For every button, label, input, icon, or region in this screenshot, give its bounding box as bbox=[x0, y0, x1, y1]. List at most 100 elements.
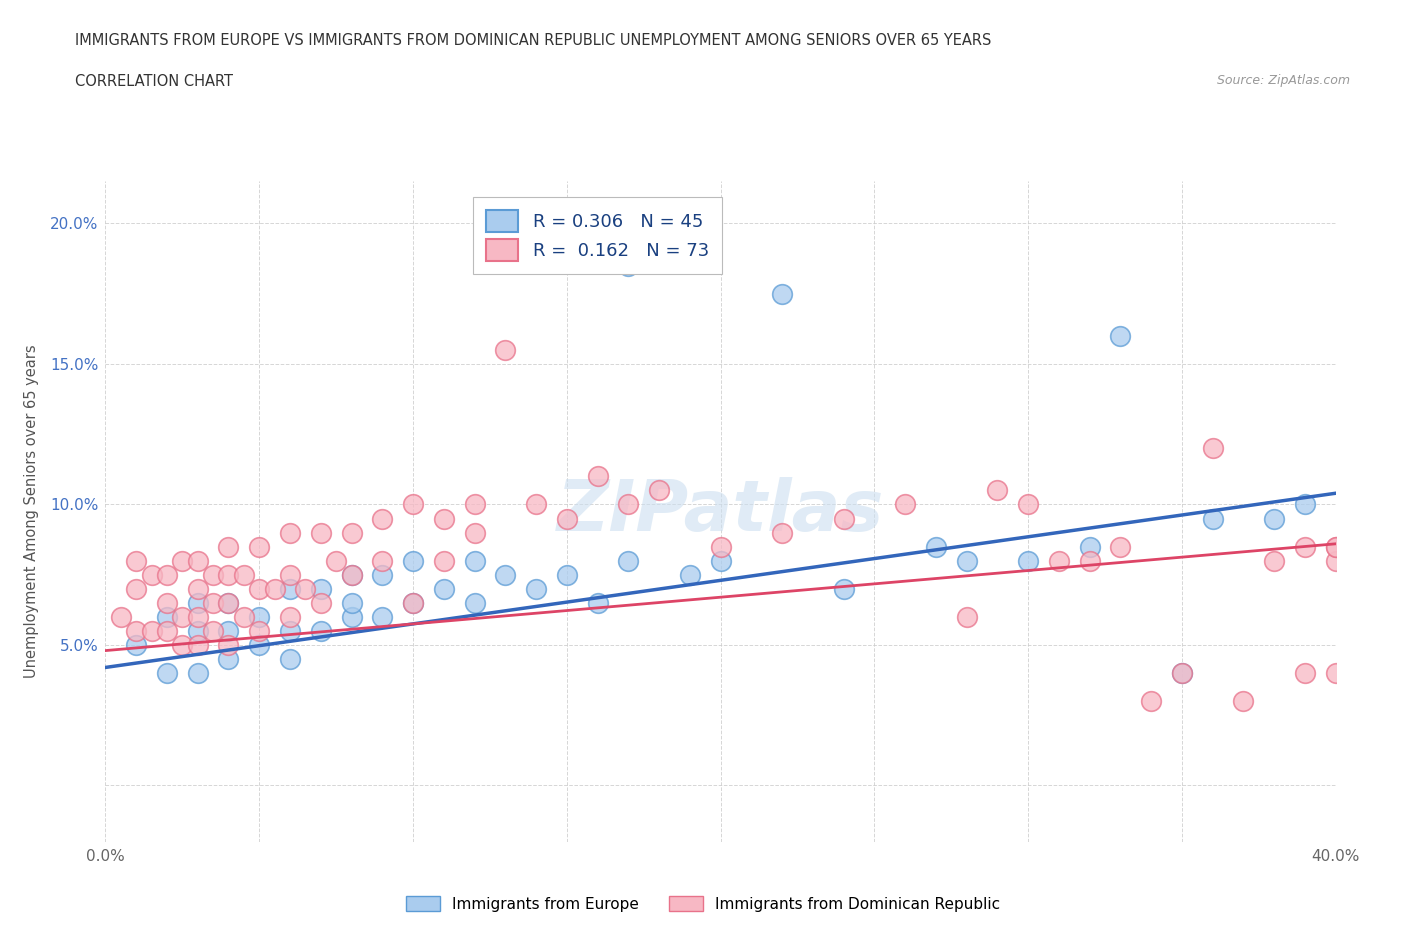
Point bbox=[371, 553, 394, 568]
Point bbox=[141, 623, 163, 638]
Point bbox=[402, 595, 425, 610]
Point bbox=[1324, 553, 1347, 568]
Point bbox=[648, 483, 671, 498]
Point bbox=[247, 539, 270, 554]
Point bbox=[309, 595, 332, 610]
Point bbox=[1232, 694, 1254, 709]
Point bbox=[1201, 441, 1223, 456]
Point bbox=[187, 609, 209, 624]
Point bbox=[617, 553, 640, 568]
Point bbox=[187, 581, 209, 596]
Point bbox=[325, 553, 347, 568]
Point bbox=[956, 609, 979, 624]
Point bbox=[1263, 553, 1285, 568]
Point bbox=[247, 623, 270, 638]
Point bbox=[1078, 539, 1101, 554]
Legend: Immigrants from Europe, Immigrants from Dominican Republic: Immigrants from Europe, Immigrants from … bbox=[399, 889, 1007, 918]
Point bbox=[1017, 497, 1039, 512]
Point bbox=[986, 483, 1008, 498]
Point bbox=[1294, 497, 1316, 512]
Text: CORRELATION CHART: CORRELATION CHART bbox=[75, 74, 232, 89]
Point bbox=[1171, 666, 1194, 681]
Point bbox=[202, 567, 225, 582]
Point bbox=[187, 623, 209, 638]
Point bbox=[309, 525, 332, 540]
Point bbox=[710, 539, 733, 554]
Point bbox=[187, 553, 209, 568]
Point bbox=[187, 595, 209, 610]
Point bbox=[232, 567, 254, 582]
Point bbox=[202, 623, 225, 638]
Point bbox=[464, 553, 486, 568]
Point bbox=[679, 567, 702, 582]
Point bbox=[156, 567, 179, 582]
Point bbox=[1294, 666, 1316, 681]
Point bbox=[617, 259, 640, 273]
Point bbox=[172, 609, 194, 624]
Point bbox=[278, 525, 301, 540]
Point bbox=[555, 567, 578, 582]
Point bbox=[340, 567, 363, 582]
Point bbox=[1201, 512, 1223, 526]
Point bbox=[586, 595, 609, 610]
Point bbox=[187, 638, 209, 653]
Text: IMMIGRANTS FROM EUROPE VS IMMIGRANTS FROM DOMINICAN REPUBLIC UNEMPLOYMENT AMONG : IMMIGRANTS FROM EUROPE VS IMMIGRANTS FRO… bbox=[75, 33, 991, 47]
Point bbox=[1109, 539, 1132, 554]
Point bbox=[770, 286, 793, 301]
Point bbox=[464, 525, 486, 540]
Point bbox=[371, 609, 394, 624]
Point bbox=[617, 497, 640, 512]
Point bbox=[1109, 328, 1132, 343]
Point bbox=[832, 581, 855, 596]
Point bbox=[464, 497, 486, 512]
Y-axis label: Unemployment Among Seniors over 65 years: Unemployment Among Seniors over 65 years bbox=[24, 345, 39, 678]
Point bbox=[187, 666, 209, 681]
Point bbox=[433, 581, 456, 596]
Point bbox=[1324, 539, 1347, 554]
Point bbox=[464, 595, 486, 610]
Point bbox=[218, 595, 240, 610]
Point bbox=[125, 581, 148, 596]
Point bbox=[925, 539, 948, 554]
Point bbox=[402, 595, 425, 610]
Point bbox=[956, 553, 979, 568]
Legend: R = 0.306   N = 45, R =  0.162   N = 73: R = 0.306 N = 45, R = 0.162 N = 73 bbox=[474, 197, 721, 273]
Point bbox=[172, 553, 194, 568]
Point bbox=[309, 623, 332, 638]
Point bbox=[202, 595, 225, 610]
Point bbox=[247, 581, 270, 596]
Point bbox=[494, 567, 516, 582]
Point bbox=[340, 525, 363, 540]
Point bbox=[340, 595, 363, 610]
Point bbox=[1017, 553, 1039, 568]
Point bbox=[156, 623, 179, 638]
Point bbox=[1324, 539, 1347, 554]
Point bbox=[832, 512, 855, 526]
Text: ZIPatlas: ZIPatlas bbox=[557, 477, 884, 546]
Point bbox=[1324, 666, 1347, 681]
Point bbox=[156, 609, 179, 624]
Point bbox=[494, 342, 516, 357]
Point bbox=[1140, 694, 1163, 709]
Point bbox=[218, 638, 240, 653]
Point bbox=[110, 609, 132, 624]
Point bbox=[172, 638, 194, 653]
Text: Source: ZipAtlas.com: Source: ZipAtlas.com bbox=[1216, 74, 1350, 87]
Point bbox=[232, 609, 254, 624]
Point bbox=[710, 553, 733, 568]
Point bbox=[247, 609, 270, 624]
Point bbox=[433, 553, 456, 568]
Point bbox=[1078, 553, 1101, 568]
Point bbox=[278, 581, 301, 596]
Point bbox=[340, 609, 363, 624]
Point bbox=[156, 666, 179, 681]
Point bbox=[402, 553, 425, 568]
Point bbox=[263, 581, 285, 596]
Point bbox=[371, 512, 394, 526]
Point bbox=[218, 652, 240, 667]
Point bbox=[433, 512, 456, 526]
Point bbox=[125, 638, 148, 653]
Point bbox=[894, 497, 917, 512]
Point bbox=[278, 609, 301, 624]
Point bbox=[294, 581, 316, 596]
